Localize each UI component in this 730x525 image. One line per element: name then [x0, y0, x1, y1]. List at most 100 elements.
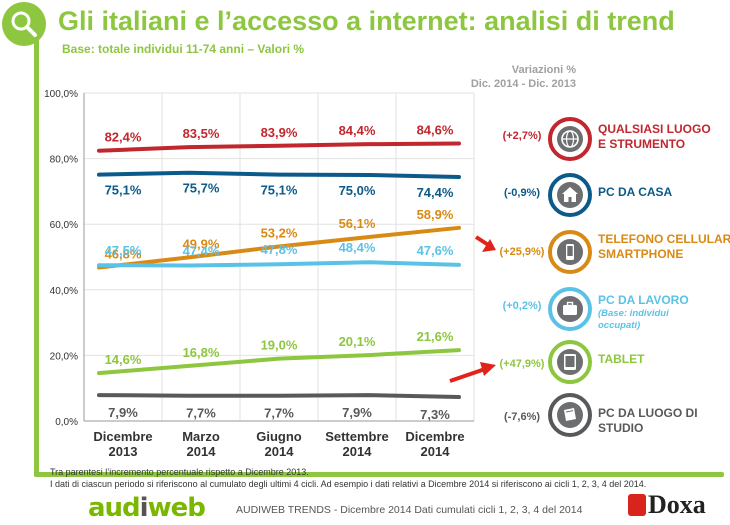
- legend-icon-study: [548, 393, 592, 437]
- variation-value-home: (-0,9%): [503, 187, 541, 199]
- footnote-line2: I dati di ciascun periodo si riferiscono…: [50, 479, 647, 489]
- legend-label-tablet-text: TABLET: [598, 352, 645, 366]
- data-label: 82,4%: [105, 130, 142, 145]
- legend-label-any-line2: E STRUMENTO: [598, 137, 686, 151]
- legend-label-study: PC DA LUOGO DI STUDIO: [598, 406, 698, 436]
- tablet-icon: [557, 349, 583, 375]
- data-label: 46,8%: [105, 246, 142, 261]
- legend-icon-phone: [548, 230, 592, 274]
- doxa-logo: Doxa: [628, 490, 706, 520]
- house-icon: [557, 182, 583, 208]
- legend-label-work-sub1: (Base: individui: [598, 308, 669, 319]
- data-label: 7,9%: [342, 405, 372, 420]
- series-line: [97, 141, 461, 153]
- data-label: 49,9%: [183, 236, 220, 251]
- frame-line-horizontal: [34, 472, 724, 477]
- legend-icon-tablet: [548, 340, 592, 384]
- data-label: 48,4%: [339, 240, 376, 255]
- x-tick-label: 2014: [187, 444, 217, 459]
- data-label: 84,6%: [417, 123, 454, 138]
- y-tick-label: 60,0%: [50, 220, 78, 231]
- legend-label-any-line1: QUALSIASI LUOGO: [598, 122, 711, 136]
- data-label: 7,9%: [108, 405, 138, 420]
- data-label: 75,0%: [339, 183, 376, 198]
- data-label: 21,6%: [417, 329, 454, 344]
- x-tick-label: Marzo: [182, 429, 220, 444]
- data-label: 84,4%: [339, 123, 376, 138]
- legend-icon-any: [548, 117, 592, 161]
- y-tick-label: 80,0%: [50, 155, 78, 166]
- axis-layer: 0,0%20,0%40,0%60,0%80,0%100,0%Dicembre20…: [44, 89, 474, 459]
- data-label: 20,1%: [339, 334, 376, 349]
- doxa-logo-text: Doxa: [648, 490, 706, 519]
- red-arrow-icon: [449, 362, 496, 383]
- audiweb-logo-part3: web: [147, 493, 206, 523]
- data-label: 47,4%: [183, 244, 220, 259]
- briefcase-icon: [557, 296, 583, 322]
- variation-header-line2: Dic. 2014 - Dic. 2013: [470, 78, 576, 90]
- audiweb-logo-part2: i: [139, 493, 149, 523]
- data-label: 47,8%: [261, 242, 298, 257]
- legend-label-home-text: PC DA CASA: [598, 185, 673, 199]
- legend-label-phone-line2: SMARTPHONE: [598, 247, 684, 261]
- labels-layer: 82,4% 83,5% 83,9% 84,4% 84,6% 75,1% 75,7% 75,1%…: [105, 123, 454, 423]
- variation-value-phone: (+25,9%): [499, 246, 545, 258]
- page-subtitle: Base: totale individui 11-74 anni – Valo…: [62, 42, 305, 56]
- series-line: [97, 348, 461, 376]
- data-label: 47,6%: [417, 243, 454, 258]
- data-label: 16,8%: [183, 345, 220, 360]
- series-line: [97, 393, 461, 400]
- data-label: 83,5%: [183, 126, 220, 141]
- x-tick-label: 2013: [109, 444, 138, 459]
- data-label: 83,9%: [261, 125, 298, 140]
- page-title: Gli italiani e l’accesso a internet: ana…: [58, 6, 675, 36]
- data-label: 7,7%: [186, 406, 216, 421]
- variation-header-line1: Variazioni %: [511, 64, 576, 76]
- x-tick-label: 2014: [265, 444, 295, 459]
- y-tick-label: 40,0%: [50, 286, 78, 297]
- data-label: 7,3%: [420, 407, 450, 422]
- data-label: 14,6%: [105, 352, 142, 367]
- legend-icon-work: [548, 287, 592, 331]
- legend-label-study-line2: STUDIO: [598, 421, 644, 435]
- footer-source: AUDIWEB TRENDS - Dicembre 2014 Dati cumu…: [236, 504, 583, 516]
- red-arrow-icon: [474, 235, 496, 252]
- x-tick-label: Dicembre: [405, 429, 464, 444]
- audiweb-logo-part1: aud: [88, 493, 141, 523]
- data-label: 53,2%: [261, 226, 298, 241]
- series-line: [97, 170, 461, 179]
- audiweb-logo: audiweb: [88, 493, 206, 523]
- legend-label-phone: TELEFONO CELLULARE/ SMARTPHONE: [598, 232, 730, 262]
- data-label: 75,7%: [183, 181, 220, 196]
- legend-label-work: PC DA LAVORO (Base: individui occupati): [598, 293, 689, 332]
- footnote-line1: Tra parentesi l’incremento percentuale r…: [50, 467, 309, 477]
- legend-label-phone-line1: TELEFONO CELLULARE/: [598, 232, 730, 246]
- data-label: 75,1%: [261, 183, 298, 198]
- x-tick-label: 2014: [343, 444, 373, 459]
- legend-label-any: QUALSIASI LUOGO E STRUMENTO: [598, 122, 711, 152]
- doxa-mark-icon: [628, 494, 646, 516]
- variation-value-study: (-7,6%): [503, 411, 541, 423]
- data-label: 75,1%: [105, 183, 142, 198]
- variation-header: Variazioni % Dic. 2014 - Dic. 2013: [440, 63, 576, 91]
- x-tick-label: 2014: [421, 444, 451, 459]
- frame-line-vertical: [34, 32, 39, 477]
- variation-value-work: (+0,2%): [502, 300, 542, 312]
- y-tick-label: 100,0%: [44, 89, 78, 100]
- x-tick-label: Giugno: [256, 429, 302, 444]
- data-label: 47,5%: [105, 243, 142, 258]
- data-label: 58,9%: [417, 207, 454, 222]
- legend-icon-home: [548, 173, 592, 217]
- data-label: 56,1%: [339, 216, 376, 231]
- legend-label-work-text: PC DA LAVORO: [598, 293, 689, 307]
- globe-icon: [557, 126, 583, 152]
- book-icon: [557, 402, 583, 428]
- search-icon: [2, 2, 46, 46]
- y-tick-label: 20,0%: [50, 351, 78, 362]
- variation-value-any: (+2,7%): [502, 130, 542, 142]
- series-layer: [97, 141, 461, 400]
- legend-label-home: PC DA CASA: [598, 185, 672, 200]
- data-label: 7,7%: [264, 406, 294, 421]
- series-line: [97, 225, 461, 270]
